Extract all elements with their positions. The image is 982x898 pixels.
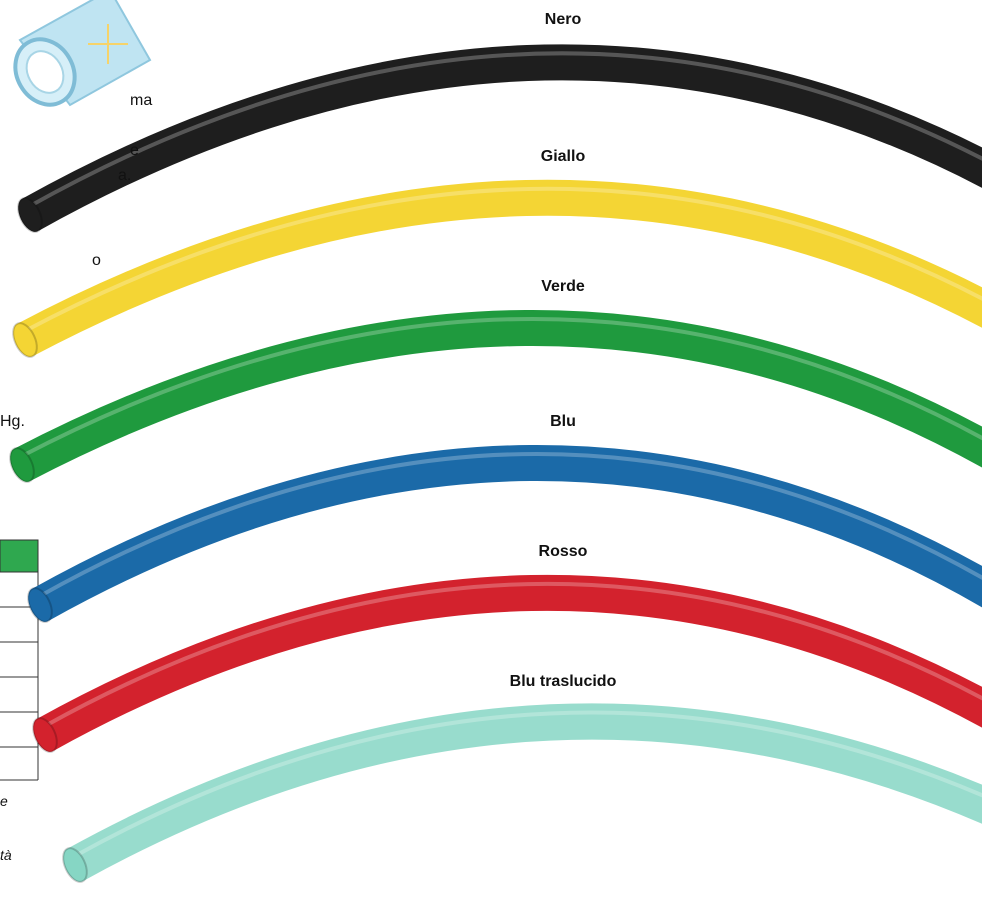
tube-end [9, 447, 35, 483]
tube-label: Giallo [541, 148, 586, 165]
tube-label: Verde [541, 278, 585, 295]
tube-highlight [74, 710, 982, 858]
side-text: a. [118, 167, 131, 184]
tube-end [12, 322, 38, 358]
tube-end [62, 847, 88, 883]
tube [13, 310, 982, 481]
side-text: e [130, 142, 139, 159]
spec-table [0, 539, 39, 781]
tube [31, 445, 982, 621]
note: tà [0, 847, 12, 863]
tube-label: Nero [545, 11, 582, 28]
side-text: ma [130, 92, 152, 109]
tube [36, 574, 982, 751]
tube [16, 179, 982, 356]
tube [21, 44, 982, 231]
tube-highlight [29, 51, 982, 208]
tube-end [17, 197, 43, 233]
tube-label: Blu traslucido [510, 673, 617, 690]
tube-icon [13, 0, 152, 107]
tube [66, 703, 982, 881]
tube-highlight [39, 452, 982, 598]
tube-highlight [21, 317, 982, 458]
tube-highlight [44, 581, 982, 728]
tube-end [27, 587, 53, 623]
side-text: Hg. [0, 413, 25, 430]
tube-label: Blu [550, 413, 576, 430]
side-text: o [92, 252, 101, 269]
tube-label: Rosso [539, 543, 588, 560]
tube-end [32, 717, 58, 753]
note: e [0, 793, 8, 809]
tube-highlight [24, 186, 982, 333]
